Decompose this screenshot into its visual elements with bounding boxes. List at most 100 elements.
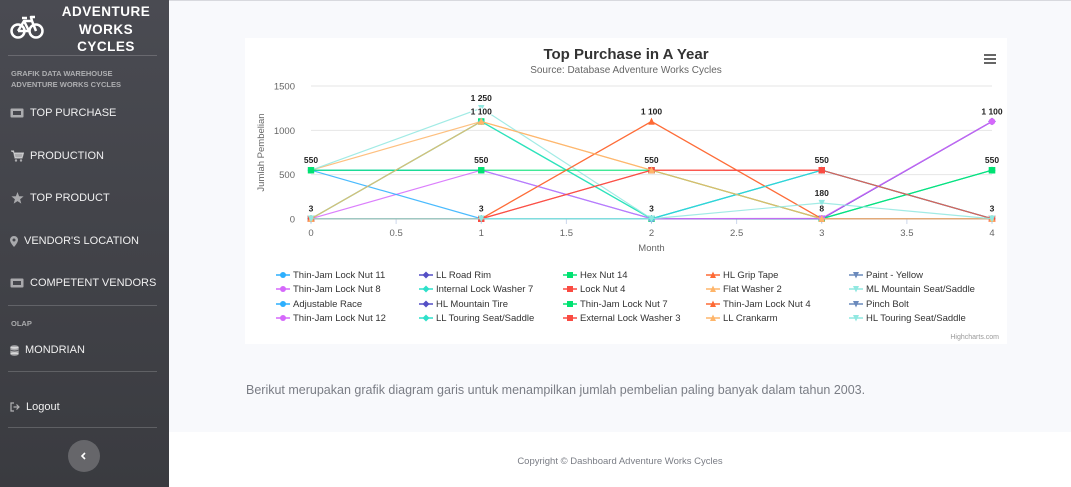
- legend-label: LL Touring Seat/Saddle: [436, 313, 534, 324]
- legend-item[interactable]: ML Mountain Seat/Saddle: [849, 284, 975, 295]
- sidebar-item-vendors-location[interactable]: VENDOR'S LOCATION: [0, 229, 169, 253]
- legend-item[interactable]: Flat Washer 2: [706, 284, 782, 295]
- sidebar-heading-grafik: GRAFIK DATA WAREHOUSE ADVENTURE WORKS CY…: [11, 68, 121, 90]
- video-card-icon: [10, 106, 24, 120]
- legend-marker: [853, 286, 859, 293]
- legend-marker: [710, 271, 716, 278]
- x-tick-label: 1: [479, 228, 484, 239]
- sidebar-item-competent-vendors[interactable]: COMPETENT VENDORS: [0, 271, 169, 295]
- legend-label: Thin-Jam Lock Nut 7: [580, 299, 668, 310]
- star-icon: [10, 191, 24, 205]
- legend-label: Thin-Jam Lock Nut 12: [293, 313, 386, 324]
- legend-marker: [853, 272, 859, 279]
- legend-item[interactable]: Thin-Jam Lock Nut 8: [276, 284, 381, 295]
- data-point: [648, 117, 655, 125]
- sidebar-item-top-product[interactable]: TOP PRODUCT: [0, 186, 169, 210]
- legend-item[interactable]: Thin-Jam Lock Nut 7: [563, 299, 668, 310]
- legend-item[interactable]: HL Grip Tape: [706, 270, 778, 281]
- legend-label: Adjustable Race: [293, 299, 362, 310]
- sidebar-item-production[interactable]: PRODUCTION: [0, 144, 169, 168]
- sidebar-item-label: VENDOR'S LOCATION: [24, 235, 139, 247]
- line-chart: Top Purchase in A Year Source: Database A…: [256, 46, 1004, 341]
- brand-line-1: ADVENTURE: [61, 4, 151, 19]
- legend-marker: [710, 314, 716, 321]
- video-card-icon: [10, 276, 24, 290]
- x-tick-label: 3.5: [900, 228, 913, 239]
- legend-item[interactable]: LL Crankarm: [706, 313, 778, 324]
- data-point: [307, 167, 315, 174]
- sidebar-item-label: MONDRIAN: [25, 344, 85, 356]
- legend-label: LL Crankarm: [723, 313, 778, 324]
- sidebar-divider: [8, 55, 157, 56]
- legend-item[interactable]: Thin-Jam Lock Nut 4: [706, 299, 811, 310]
- data-label: 3: [649, 204, 654, 214]
- data-point: [478, 167, 485, 174]
- data-label: 1 250: [471, 93, 493, 103]
- legend-label: Internal Lock Washer 7: [436, 284, 533, 295]
- logout-link[interactable]: Logout: [0, 395, 169, 419]
- legend-item[interactable]: Thin-Jam Lock Nut 11: [276, 270, 385, 281]
- legend-marker: [422, 271, 430, 279]
- legend-item[interactable]: Paint - Yellow: [849, 270, 923, 281]
- legend-marker: [853, 301, 859, 308]
- data-point: [818, 199, 825, 207]
- legend-marker: [422, 300, 430, 308]
- sidebar-toggle-button[interactable]: [68, 440, 100, 472]
- legend-label: HL Grip Tape: [723, 270, 778, 281]
- data-point: [818, 167, 825, 174]
- legend-item[interactable]: External Lock Washer 3: [563, 313, 681, 324]
- x-tick-label: 3: [819, 228, 824, 239]
- chart-card: Top Purchase in A Year Source: Database A…: [245, 38, 1007, 344]
- sidebar-item-label: PRODUCTION: [30, 150, 104, 162]
- legend-marker: [280, 301, 286, 307]
- data-point: [988, 118, 996, 125]
- legend-item[interactable]: Thin-Jam Lock Nut 12: [276, 313, 386, 324]
- x-tick-label: 4: [989, 228, 994, 239]
- legend-marker: [853, 315, 859, 322]
- logout-label: Logout: [26, 401, 60, 413]
- data-point: [988, 215, 996, 223]
- data-label: 3: [990, 204, 995, 214]
- data-point: [478, 117, 485, 125]
- database-icon: [10, 343, 19, 357]
- legend-item[interactable]: Pinch Bolt: [849, 299, 909, 310]
- legend-item[interactable]: Lock Nut 4: [563, 284, 625, 295]
- y-tick-label: 1500: [274, 82, 295, 93]
- legend-label: Thin-Jam Lock Nut 4: [723, 299, 811, 310]
- brand[interactable]: ADVENTURE WORKS CYCLES: [0, 0, 169, 54]
- sidebar-item-mondrian[interactable]: MONDRIAN: [0, 338, 169, 362]
- legend-label: Lock Nut 4: [580, 284, 625, 295]
- legend-item[interactable]: LL Touring Seat/Saddle: [419, 313, 534, 324]
- chart-caption: Berikut merupakan grafik diagram garis u…: [246, 383, 866, 397]
- cart-icon: [10, 149, 24, 163]
- legend-marker: [567, 315, 573, 321]
- legend-label: Hex Nut 14: [580, 270, 628, 281]
- legend-marker: [567, 301, 573, 307]
- x-tick-label: 0: [308, 228, 313, 239]
- legend-item[interactable]: LL Road Rim: [419, 270, 491, 281]
- legend-marker: [280, 286, 286, 292]
- legend-item[interactable]: HL Mountain Tire: [419, 299, 508, 310]
- chart-credit: Highcharts.com: [950, 334, 999, 341]
- legend-label: HL Mountain Tire: [436, 299, 508, 310]
- legend-label: Thin-Jam Lock Nut 11: [293, 270, 385, 281]
- legend-item[interactable]: HL Touring Seat/Saddle: [849, 313, 966, 324]
- y-tick-label: 1000: [274, 126, 295, 137]
- hamburger-menu-icon[interactable]: [984, 54, 996, 64]
- sidebar: ADVENTURE WORKS CYCLES GRAFIK DATA WAREH…: [0, 0, 169, 487]
- sidebar-item-top-purchase[interactable]: TOP PURCHASE: [0, 101, 169, 125]
- x-tick-label: 2.5: [730, 228, 743, 239]
- data-point: [478, 215, 485, 223]
- legend-label: Thin-Jam Lock Nut 8: [293, 284, 381, 295]
- legend-item[interactable]: Internal Lock Washer 7: [419, 284, 533, 295]
- sidebar-item-label: TOP PURCHASE: [30, 107, 117, 119]
- legend-label: External Lock Washer 3: [580, 313, 681, 324]
- chart-subtitle: Source: Database Adventure Works Cycles: [530, 65, 722, 76]
- legend-marker: [710, 285, 716, 292]
- data-point: [818, 215, 825, 222]
- legend-item[interactable]: Adjustable Race: [276, 299, 362, 310]
- bicycle-icon: [10, 15, 44, 39]
- x-tick-label: 0.5: [390, 228, 403, 239]
- legend-item[interactable]: Hex Nut 14: [563, 270, 628, 281]
- legend-label: Flat Washer 2: [723, 284, 782, 295]
